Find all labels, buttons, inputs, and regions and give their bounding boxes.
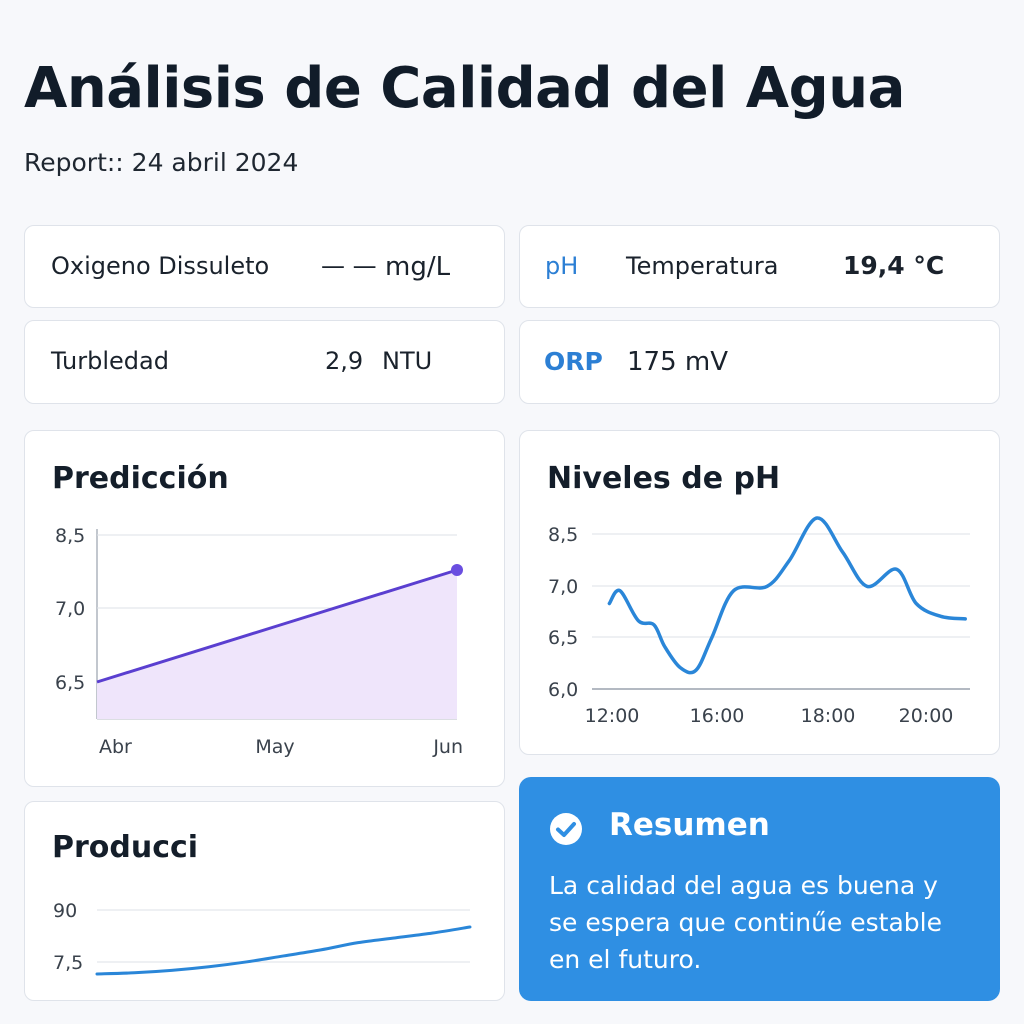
prediction-y-tick-label: 7,0 bbox=[55, 598, 85, 620]
turbidity-label: Turbledad bbox=[51, 347, 169, 375]
prediction-chart: 8,5 7,0 6,5 Abr May Jun bbox=[55, 525, 463, 758]
prediction-x-tick-label: May bbox=[255, 736, 294, 758]
production-y-tick-label: 7,5 bbox=[53, 952, 83, 974]
production-y-tick-label: 90 bbox=[53, 900, 77, 922]
prediction-line bbox=[96, 568, 458, 684]
ph-x-tick-label: 12:00 bbox=[585, 705, 640, 727]
orp-value: 175 mV bbox=[627, 347, 729, 377]
ph-y-tick-label: 8,5 bbox=[548, 524, 578, 546]
oxygen-unit: mg/L bbox=[385, 252, 451, 282]
ph-y-tick-label: 6,0 bbox=[548, 679, 578, 701]
production-title: Producci bbox=[52, 830, 199, 865]
ph-label: pH bbox=[545, 252, 579, 280]
ph-series-line bbox=[607, 516, 967, 675]
metric-card-orp: ORP 175 mV bbox=[519, 320, 1000, 404]
metric-card-oxygen: Oxigeno Dissuleto — — mg/L bbox=[24, 225, 505, 308]
ph-levels-chart: 8,5 7,0 6,5 6,0 12:00 16:00 18:00 20:00 bbox=[548, 516, 970, 727]
report-date: Report:: 24 abril 2024 bbox=[24, 148, 299, 177]
oxygen-label: Oxigeno Dissuleto bbox=[51, 252, 270, 280]
prediction-y-tick-label: 6,5 bbox=[55, 672, 85, 694]
ph-x-tick-label: 18:00 bbox=[801, 705, 856, 727]
prediction-x-tick-label: Abr bbox=[99, 736, 132, 758]
prediction-title: Predicción bbox=[52, 461, 229, 496]
metric-card-ph-temperature: pH Temperatura 19,4 °C bbox=[519, 225, 1000, 308]
turbidity-value: 2,9 bbox=[325, 347, 364, 375]
summary-card: Resumen La calidad del agua es buena y s… bbox=[519, 777, 1000, 1001]
production-card: Producci 90 7,5 bbox=[24, 801, 505, 1001]
prediction-y-tick-label: 8,5 bbox=[55, 525, 85, 547]
ph-levels-title: Niveles de pH bbox=[547, 461, 781, 496]
ph-y-tick-label: 7,0 bbox=[548, 576, 578, 598]
temperature-value: 19,4 °C bbox=[843, 251, 945, 280]
oxygen-value: — — bbox=[321, 252, 377, 280]
ph-levels-card: Niveles de pH 8,5 7,0 6,5 6,0 12:00 16:00 18:0… bbox=[519, 430, 1000, 755]
ph-x-tick-label: 16:00 bbox=[690, 705, 745, 727]
temperature-label: Temperatura bbox=[626, 252, 779, 280]
summary-text: La calidad del agua es buena y se espera… bbox=[549, 871, 942, 974]
ph-y-tick-label: 6,5 bbox=[548, 627, 578, 649]
metric-card-turbidity: Turbledad 2,9 NTU bbox=[24, 320, 505, 404]
prediction-card: Predicción 8,5 7,0 6,5 Abr May Jun bbox=[24, 430, 505, 787]
prediction-end-point bbox=[451, 564, 463, 576]
prediction-x-tick-label: Jun bbox=[432, 736, 463, 758]
production-series-line bbox=[95, 925, 472, 976]
ph-x-tick-label: 20:00 bbox=[899, 705, 954, 727]
prediction-area bbox=[97, 570, 457, 719]
check-circle-icon bbox=[550, 813, 582, 845]
orp-label: ORP bbox=[544, 347, 603, 376]
summary-title: Resumen bbox=[609, 807, 770, 843]
page-title: Análisis de Calidad del Agua bbox=[24, 56, 905, 121]
turbidity-unit: NTU bbox=[382, 347, 433, 375]
production-chart: 907,5 bbox=[53, 900, 472, 976]
